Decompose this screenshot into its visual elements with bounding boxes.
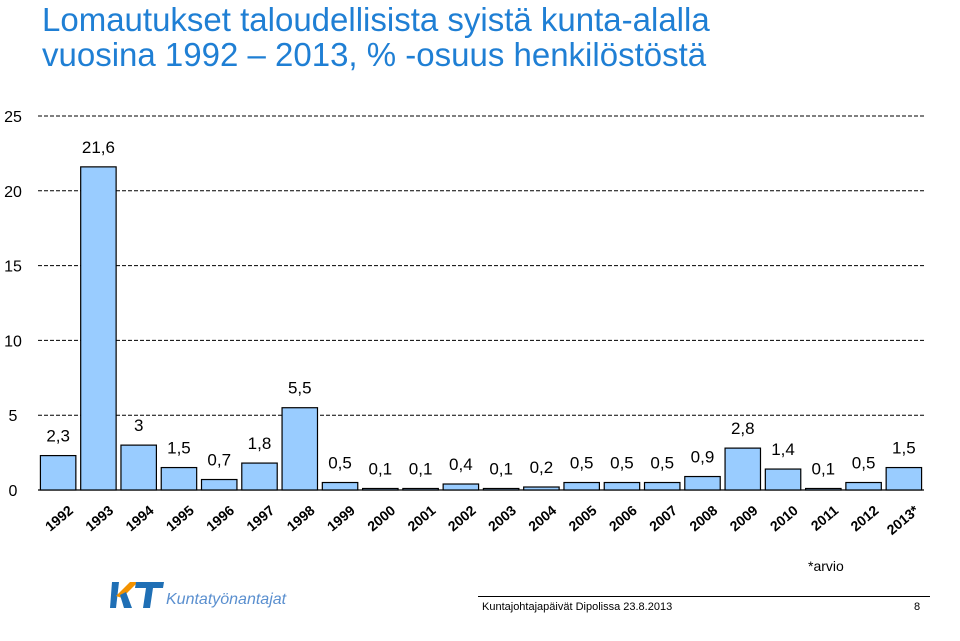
x-tick-label: 2001: [404, 502, 438, 534]
data-label: 2,3: [46, 427, 70, 446]
data-label: 0,4: [449, 455, 473, 474]
x-tick-label: 1996: [203, 502, 237, 534]
bar: [281, 407, 319, 491]
x-tick-label: 2008: [686, 502, 720, 534]
brand-name: Kuntatyönantajat: [166, 591, 287, 608]
bar: [845, 481, 882, 491]
bar: [724, 447, 762, 491]
data-label: 2,8: [731, 419, 755, 438]
page-number: 8: [914, 601, 921, 613]
chart-title-line1: Lomautukset taloudellisista syistä kunta…: [42, 1, 710, 38]
data-label: 0,5: [328, 454, 352, 473]
y-tick-label: 15: [4, 259, 22, 276]
x-tick-label: 2012: [847, 502, 881, 534]
x-tick-label: 2005: [565, 502, 599, 534]
bar: [361, 487, 399, 491]
bars: [39, 166, 923, 491]
bar: [523, 486, 560, 491]
x-tick-label: 1994: [122, 502, 156, 534]
data-labels: 2,3 21,6 3 1,5 0,7 1,8 5,5 0,5 0,1 0,1 0,4 0,1 0,2 0,…: [46, 138, 915, 479]
bar-chart: 0 5 10 15 20 25 2,3 21,6 3 1,5 0,7 1,8 5,5 0,5 0,1 0,1…: [4, 109, 924, 538]
x-tick-label: 2004: [525, 502, 559, 534]
bar: [764, 468, 802, 491]
estimate-note: *arvio: [808, 558, 844, 574]
data-label: 0,7: [207, 451, 231, 470]
footer-text: Kuntajohtajapäivät Dipolissa 23.8.2013: [482, 601, 673, 613]
bar: [885, 466, 923, 491]
bar: [563, 481, 601, 491]
bar: [39, 454, 77, 491]
x-tick-label: 2002: [445, 502, 479, 534]
bar: [402, 487, 439, 491]
data-label: 0,5: [650, 454, 674, 473]
data-label: 0,1: [811, 460, 835, 479]
bar: [684, 475, 721, 491]
data-label: 1,8: [248, 434, 272, 453]
y-tick-label: 25: [4, 109, 22, 126]
data-label: 0,1: [409, 460, 433, 479]
footer-divider: [478, 596, 930, 597]
data-label: 1,4: [771, 440, 795, 459]
chart-title: Lomautukset taloudellisista syistä kunta…: [42, 2, 710, 72]
x-tick-label: 2009: [727, 502, 761, 534]
y-axis-ticks: 0 5 10 15 20 25: [4, 109, 22, 500]
x-tick-label: 1999: [324, 502, 358, 534]
bar: [321, 481, 359, 491]
data-label: 3: [134, 416, 143, 435]
data-label: 1,5: [892, 439, 916, 458]
bar: [442, 483, 480, 491]
bar: [603, 481, 641, 491]
y-tick-label: 20: [4, 184, 22, 201]
data-label: 5,5: [288, 379, 312, 398]
data-label: 1,5: [167, 439, 191, 458]
bar: [120, 444, 158, 491]
data-label: 0,2: [530, 458, 554, 477]
bar: [482, 487, 520, 491]
x-tick-label: 1997: [243, 502, 277, 534]
data-label: 0,1: [489, 460, 513, 479]
bar: [241, 462, 278, 491]
chart-title-line2: vuosina 1992 – 2013, % -osuus henkilöstö…: [42, 36, 707, 73]
x-axis-ticks: 1992 1993 1994 1995 1996 1997 1998 1999 2000 2001…: [42, 502, 922, 538]
data-label: 21,6: [82, 138, 115, 157]
y-tick-label: 5: [9, 408, 18, 425]
data-label: 0,5: [852, 454, 876, 473]
x-tick-label: 2006: [606, 502, 640, 534]
grid-lines: [38, 115, 924, 491]
bar: [80, 166, 117, 491]
data-label: 0,5: [610, 454, 634, 473]
x-tick-label: 2013*: [883, 502, 922, 538]
data-label: 0,5: [570, 454, 594, 473]
x-tick-label: 1998: [284, 502, 318, 534]
x-tick-label: 2003: [485, 502, 519, 534]
bar: [200, 478, 238, 491]
x-tick-label: 1995: [163, 502, 197, 534]
x-tick-label: 2000: [364, 502, 398, 534]
x-tick-label: 2011: [808, 502, 842, 534]
x-tick-label: 1992: [42, 502, 76, 534]
x-tick-label: 1993: [82, 502, 116, 534]
bar: [643, 481, 681, 491]
bar: [804, 487, 842, 491]
data-label: 0,9: [691, 448, 715, 467]
kt-logo-icon: [110, 582, 164, 608]
bar: [160, 466, 198, 491]
data-label: 0,1: [368, 460, 392, 479]
y-tick-label: 10: [4, 333, 22, 350]
y-tick-label: 0: [9, 483, 18, 500]
x-tick-label: 2007: [646, 502, 680, 534]
x-tick-label: 2010: [767, 502, 801, 534]
